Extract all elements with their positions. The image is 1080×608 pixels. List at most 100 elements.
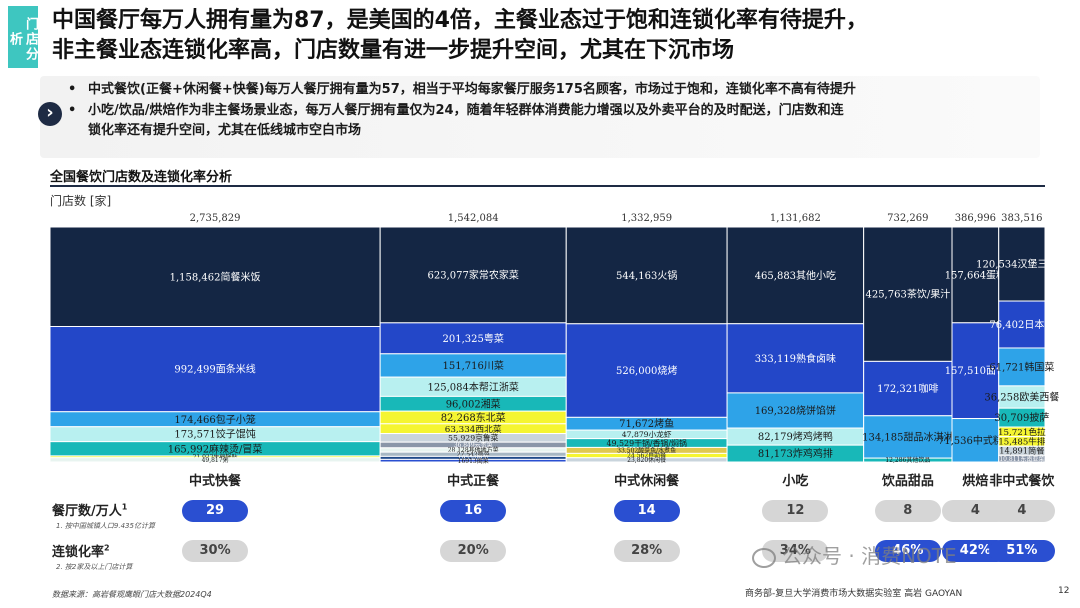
mekko-segment <box>951 418 1000 463</box>
mekko-segment <box>951 226 1000 324</box>
mekko-segment <box>49 226 381 328</box>
chain-rate-pill: 46% <box>874 540 941 562</box>
chevron-right-icon: › <box>38 102 62 126</box>
mekko-segment-label: 82,268东北菜 <box>441 411 506 424</box>
chain-rate-pill: 51% <box>988 540 1055 562</box>
mekko-segment <box>998 347 1046 387</box>
restaurants-per-10k-pill: 29 <box>182 500 249 522</box>
restaurants-per-10k-pill: 16 <box>440 500 507 522</box>
mekko-segment-label: 21,022生煎锅贴 <box>193 453 238 461</box>
section-tag: 门店分析 <box>7 6 38 68</box>
mekko-segment-label: 526,000烧烤 <box>616 364 677 377</box>
title-line-2: 非主餐业态连锁化率高，门店数量有进一步提升空间，尤其在下沉市场 <box>52 38 735 63</box>
mekko-segment-label: 134,185甜品冰淇淋 <box>862 430 953 443</box>
mekko-segment <box>863 226 953 362</box>
mekko-segment-label: 201,325粤菜 <box>443 332 504 345</box>
chain-rate-pill: 30% <box>182 540 249 562</box>
mekko-segment-label: 544,163火锅 <box>616 270 677 282</box>
chain-rate-pill: 28% <box>613 540 680 562</box>
footnote-2: 2. 按2家及以上门店计算 <box>56 563 133 571</box>
mekko-segment <box>379 226 567 324</box>
column-total-label: 1,332,959 <box>621 213 672 224</box>
mekko-segment-label: 10,811东南亚菜 <box>999 455 1044 463</box>
mekko-segment-label: 15,721色拉 <box>998 426 1046 438</box>
mekko-segment-label: 169,328烧饼馅饼 <box>755 404 836 417</box>
mekko-segment-label: 49,817粥 <box>202 456 229 464</box>
marimekko-chart: 2,735,829 1,158,462简餐米饭 992,499面条米线 174,466… <box>49 213 1067 465</box>
mekko-segment-label: 14,891简餐 <box>999 446 1044 456</box>
category-label: 小吃 <box>782 474 809 489</box>
bullet-item: • 中式餐饮(正餐+休闲餐+快餐)每万人餐厅拥有量为57，相当于平均每家餐厅服务1… <box>68 82 856 97</box>
mekko-segment-label: 173,571饺子馄饨 <box>174 428 255 441</box>
restaurants-per-10k-pill: 12 <box>762 500 829 522</box>
mekko-segment-label: 81,173炸鸡鸡排 <box>758 447 833 460</box>
mekko-segment-label: 27,542鄂菜 <box>457 450 490 458</box>
mekko-segment-label: 19554徽菜 <box>458 454 489 462</box>
metric-label-chain-rate: 连锁化率2 <box>52 543 110 560</box>
page-title: 中国餐厅每万人拥有量为87，是美国的4倍，主餐业态过于饱和连锁化率有待提升， 非… <box>52 6 1072 66</box>
mekko-segment-label: 623,077家常农家菜 <box>428 268 519 281</box>
mekko-segment-label: 125,084本帮江浙菜 <box>428 380 519 393</box>
chain-rate-pill: 20% <box>440 540 507 562</box>
mekko-segment-label: 76,402日本菜 <box>989 318 1054 331</box>
mekko-segment-label: 1,158,462简餐米饭 <box>170 270 261 283</box>
mekko-segment-label: 12,286其他饮品 <box>885 456 930 464</box>
category-label: 饮品甜品 <box>881 474 934 489</box>
category-label: 中式正餐 <box>447 474 500 489</box>
mekko-segment-label: 165,992麻辣烫/冒菜 <box>168 442 263 455</box>
mekko-segment <box>951 322 1000 420</box>
mekko-segment-label: 24,562自助餐 <box>627 452 666 460</box>
mekko-segment-label: 16913闽菜 <box>458 457 489 465</box>
column-total-label: 386,996 <box>955 213 996 224</box>
mekko-segment-label: 71,536中式糕点 <box>938 434 1013 447</box>
mekko-segment-label: 174,466包子小笼 <box>174 413 255 426</box>
bullet-item: • 小吃/饮品/烘焙作为非主餐场景业态，每万人餐厅拥有量仅为24，随着年轻群体消费… <box>68 103 844 118</box>
column-total-label: 1,542,084 <box>448 213 499 224</box>
bullet-item-continuation: 锁化率还有提升空间，尤其在低线城市空白市场 <box>88 123 362 138</box>
mekko-segment-label: 33,502酸菜鱼/水煮鱼 <box>617 447 676 455</box>
chain-rate-pill: 34% <box>762 540 829 562</box>
mekko-segment <box>565 226 728 325</box>
mekko-segment-label: 172,321咖啡 <box>877 383 938 395</box>
restaurants-per-10k-pill: 4 <box>988 500 1055 522</box>
category-label: 中式快餐 <box>189 474 242 489</box>
mekko-segment-label: 36,849云贵菜 <box>454 441 493 449</box>
mekko-segment <box>998 454 1046 463</box>
page-number: 12 <box>1058 586 1070 596</box>
mekko-segment <box>726 226 865 325</box>
column-total-label: 732,269 <box>887 213 928 224</box>
mekko-segment <box>863 415 953 459</box>
mekko-segment-label: 82,179烤鸡烤鸭 <box>758 430 833 443</box>
mekko-segment-label: 151,716川菜 <box>443 360 504 372</box>
column-total-label: 2,735,829 <box>190 213 241 224</box>
metric-label-restaurants: 餐厅数/万人1 <box>52 502 128 519</box>
chart-title: 全国餐饮门店数及连锁化率分析 <box>50 170 233 185</box>
mekko-segment-label: 157,664蛋糕 <box>945 268 1006 281</box>
category-label: 中式休闲餐 <box>614 474 680 489</box>
mekko-segment-label: 61,721韩国菜 <box>989 360 1054 373</box>
mekko-segment-label: 120,534汉堡三明治 <box>976 258 1067 271</box>
footnote-1: 1. 按中国城镇人口9.435亿计算 <box>56 522 155 530</box>
title-line-1: 中国餐厅每万人拥有量为87，是美国的4倍，主餐业态过于饱和连锁化率有待提升， <box>52 8 868 33</box>
mekko-segment <box>49 326 381 413</box>
wechat-icon <box>752 547 776 568</box>
restaurants-per-10k-pill: 14 <box>613 500 680 522</box>
mekko-segment-label: 49,529干锅/香锅/焖锅 <box>606 438 687 448</box>
mekko-segment-label: 55,929京鲁菜 <box>448 433 499 443</box>
mekko-segment-label: 15,485牛排 <box>998 435 1045 447</box>
mekko-segment-label: 30,709披萨 <box>994 411 1049 424</box>
category-label: 非中式餐饮 <box>989 474 1055 489</box>
mekko-segment-label: 47,879小龙虾 <box>622 429 672 439</box>
mekko-segment-label: 28,128其他地方菜 <box>448 446 499 454</box>
restaurants-per-10k-pill: 8 <box>874 500 941 522</box>
mekko-segment-label: 63,334西北菜 <box>445 423 502 435</box>
y-axis-label: 门店数 [家] <box>50 194 112 208</box>
footer-credit: 商务部-复旦大学消费市场大数据实验室 高岩 GAOYAN <box>745 589 963 599</box>
category-label: 烘焙 <box>962 474 989 489</box>
chart-divider <box>50 185 1045 187</box>
summary-box: › • 中式餐饮(正餐+休闲餐+快餐)每万人餐厅拥有量为57，相当于平均每家餐厅服… <box>38 76 1040 158</box>
mekko-segment-label: 333,119熟食卤味 <box>755 352 836 365</box>
mekko-segment-label: 23,820休闲餐 <box>627 456 666 464</box>
mekko-segment <box>379 322 567 355</box>
mekko-segment <box>998 300 1046 349</box>
